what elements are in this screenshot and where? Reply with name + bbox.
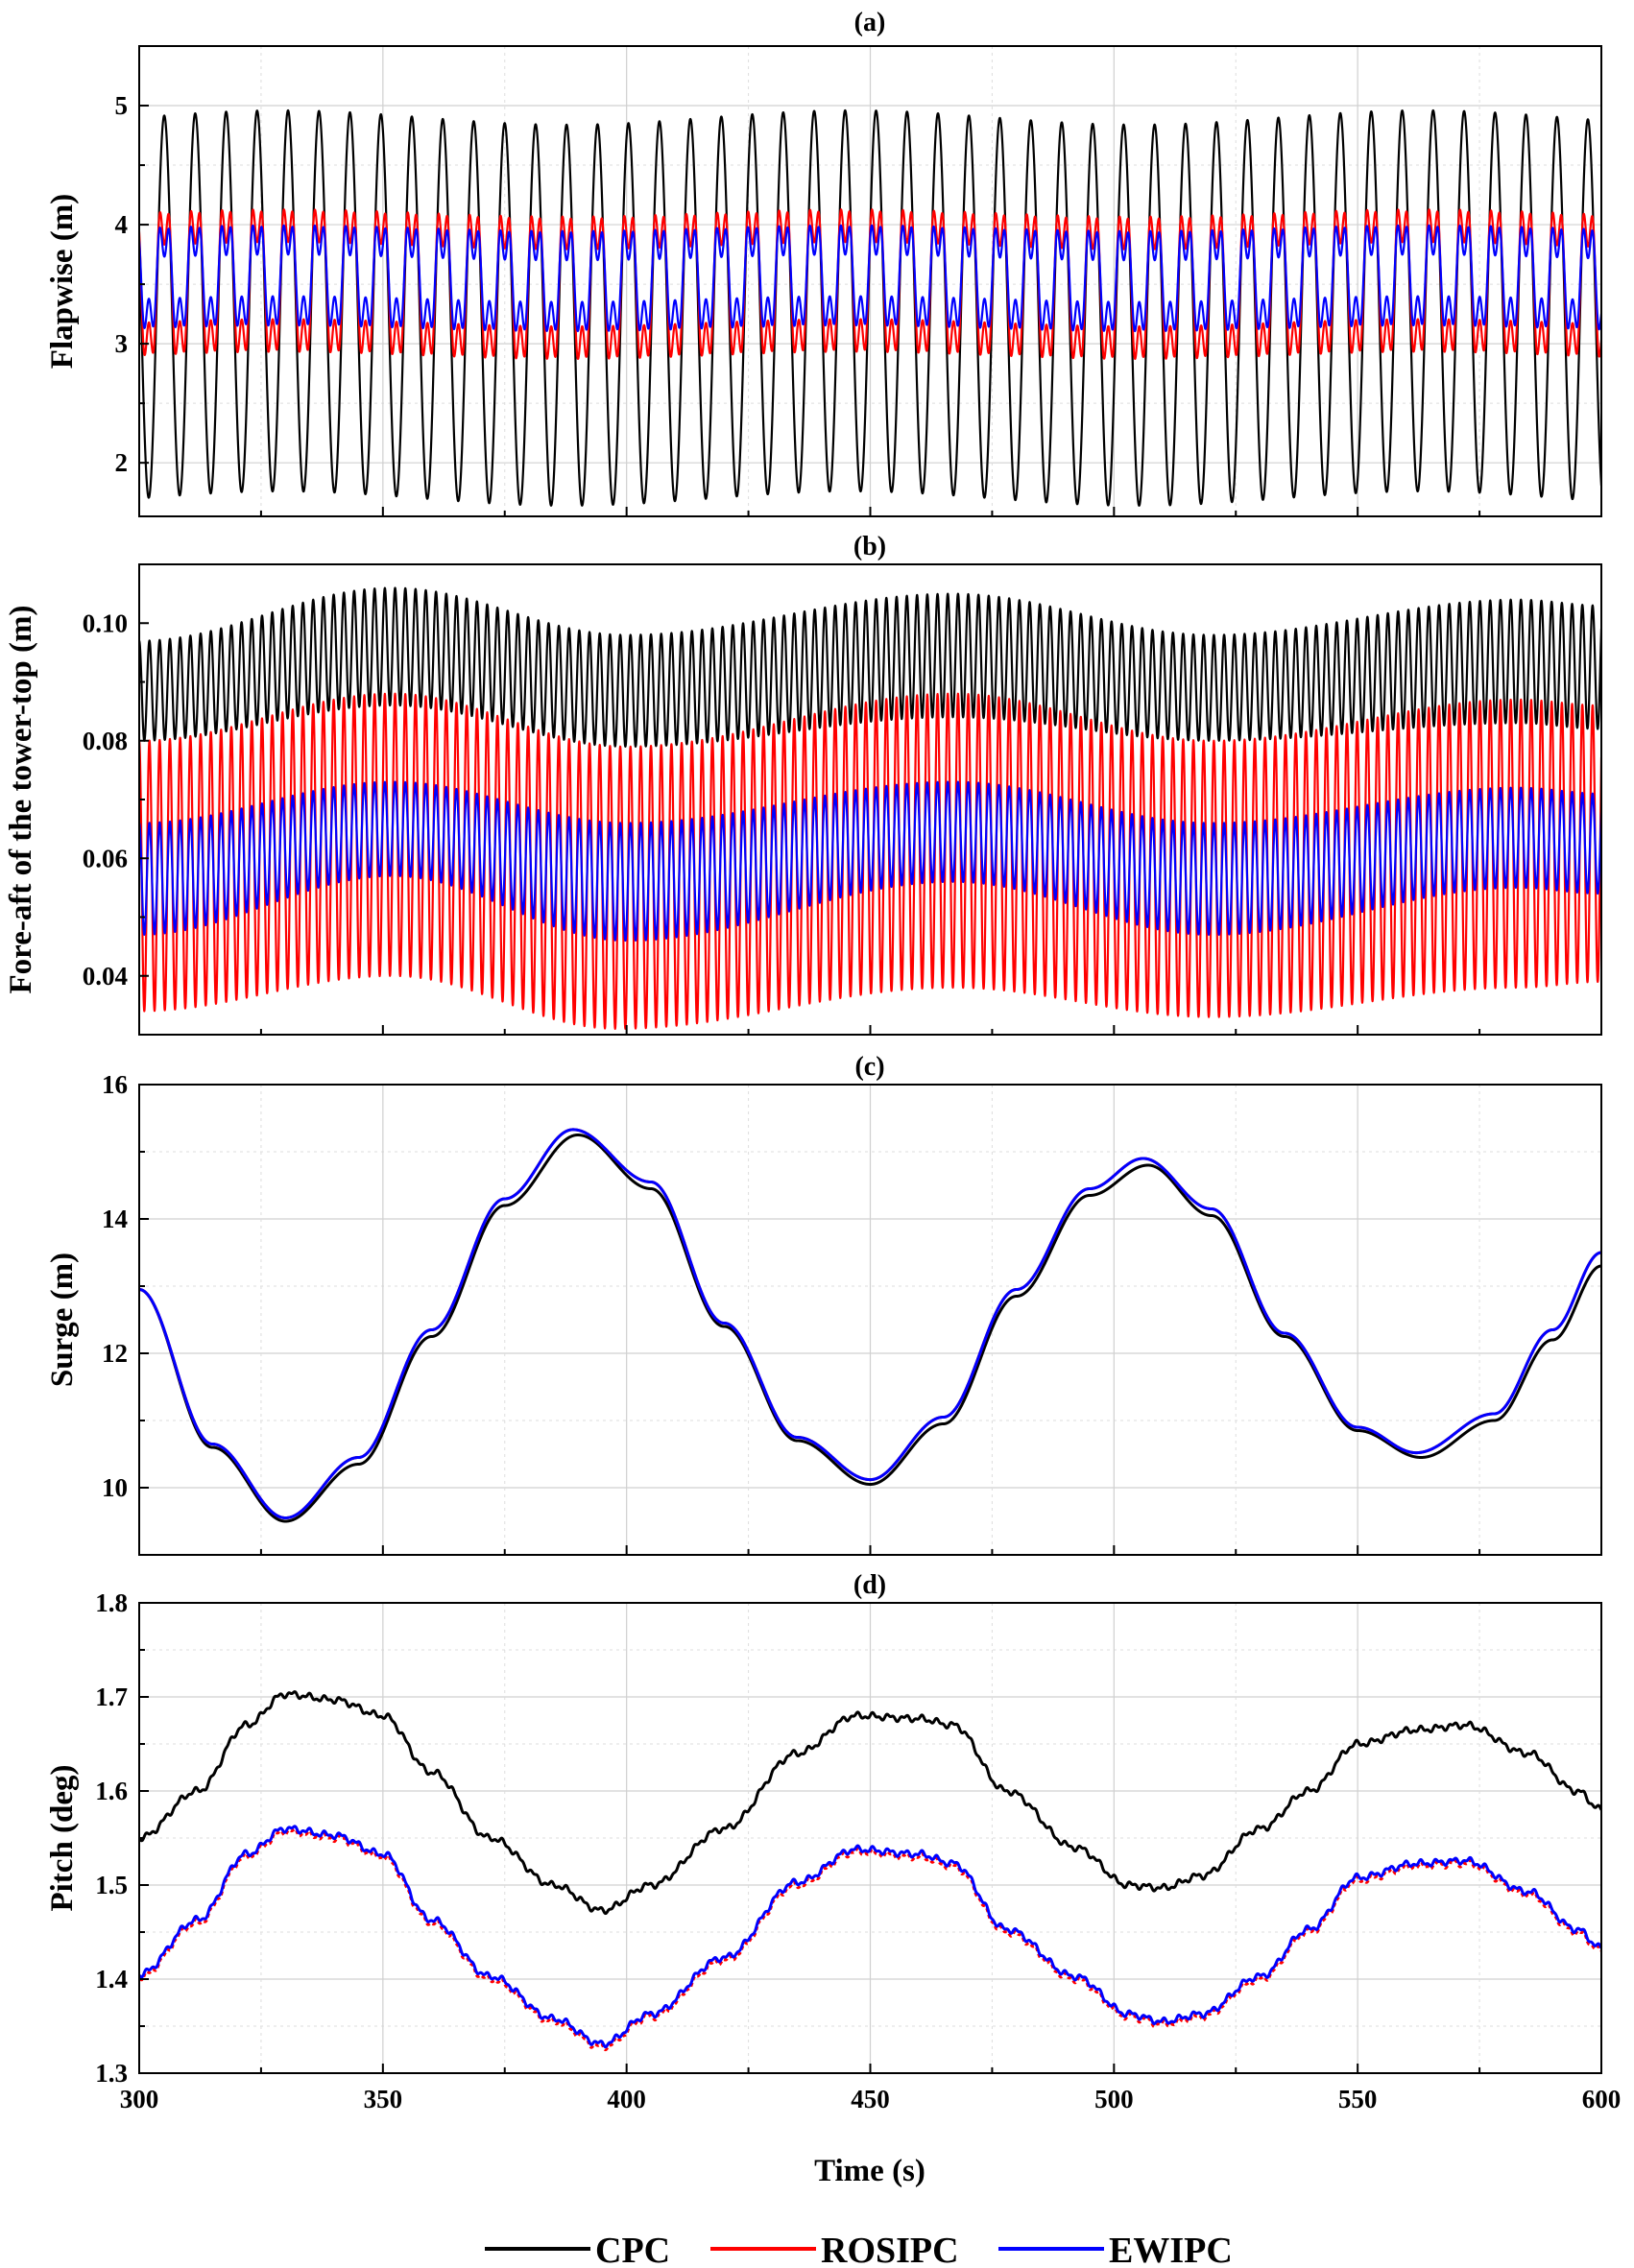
x-axis-label: Time (s) [814,2154,925,2188]
panel-c-series [139,1128,1601,1523]
panel-b-series-cpc [139,586,1601,748]
y-tick-label: 1.4 [95,1965,128,1993]
panel-a-series [139,108,1601,507]
y-tick-label: 0.06 [83,844,128,872]
panel-b-series [139,586,1601,1030]
legend-label-ewipc: EWIPC [1109,2231,1233,2268]
panel-c-grid [138,1084,1602,1555]
y-tick-label: 12 [102,1339,128,1368]
panel-a-title: (a) [854,8,886,37]
panel-d-series-cpc [139,1690,1601,1916]
panel-d-series [139,1690,1601,2052]
y-tick-label: 0.10 [83,609,128,637]
x-tick-label: 500 [1094,2085,1134,2113]
panel-d-title: (d) [853,1570,886,1600]
panel-c-series-cpc [139,1134,1601,1523]
panel-d-ylabel: Pitch (deg) [45,1764,80,1911]
panel-c: (c) 10 12 14 16 Surge (m) [45,1052,1602,1556]
x-tick-label: 600 [1582,2085,1622,2113]
x-tick-label: 400 [607,2085,646,2113]
panel-b-ylabel: Fore-aft of the tower-top (m) [4,606,38,994]
panel-b-series-rosipc [139,692,1601,1030]
panel-a-ylabel: Flapwise (m) [45,194,80,369]
y-tick-label: 1.7 [95,1683,128,1711]
y-tick-label: 1.8 [95,1588,128,1617]
x-tick-label: 550 [1338,2085,1378,2113]
x-tick-label: 450 [851,2085,890,2113]
y-tick-label: 4 [115,210,129,239]
y-tick-label: 3 [115,329,129,358]
x-tick-label: 300 [120,2085,159,2113]
y-tick-label: 0.04 [83,962,128,991]
panel-c-series-ewipc [139,1128,1601,1519]
y-tick-label: 1.3 [95,2059,128,2088]
panel-a: (a) 2 3 4 5 Flapwise (m) [45,8,1602,517]
y-tick-label: 0.08 [83,727,128,755]
panel-c-title: (c) [854,1052,884,1082]
panel-b-series-ewipc [139,780,1601,943]
legend: CPC ROSIPC EWIPC [485,2231,1233,2268]
panel-a-axes: 2 3 4 5 [115,45,1602,517]
panel-d-grid [138,1602,1602,2074]
y-tick-label: 1.6 [95,1777,128,1805]
legend-label-cpc: CPC [595,2231,670,2268]
y-tick-label: 10 [102,1473,128,1502]
panel-c-axes: 10 12 14 16 [102,1070,1602,1556]
panel-d-series-ewipc [139,1825,1601,2049]
panel-a-series-ewipc [139,224,1601,333]
y-tick-label: 2 [115,448,129,477]
y-tick-label: 5 [115,91,129,120]
panel-d-axes: 300 350 400 450 500 550 600 1.3 1.4 1.5 1.6 1.7 1.8 [95,1588,1621,2113]
y-tick-label: 16 [102,1070,128,1099]
panel-b: (b) 0.04 0.06 0.08 0.10 Fore-aft of the tow… [4,532,1602,1036]
panel-b-title: (b) [853,532,886,561]
panel-d: (d) 300 350 400 450 500 550 600 1.3 1.4 1.5 1.6 1.7… [45,1570,1621,2113]
x-tick-label: 350 [364,2085,403,2113]
panel-c-ylabel: Surge (m) [45,1253,80,1387]
legend-label-rosipc: ROSIPC [821,2231,959,2268]
y-tick-label: 1.5 [95,1871,128,1899]
panel-b-axes: 0.04 0.06 0.08 0.10 [83,563,1602,1036]
y-tick-label: 14 [102,1205,128,1233]
